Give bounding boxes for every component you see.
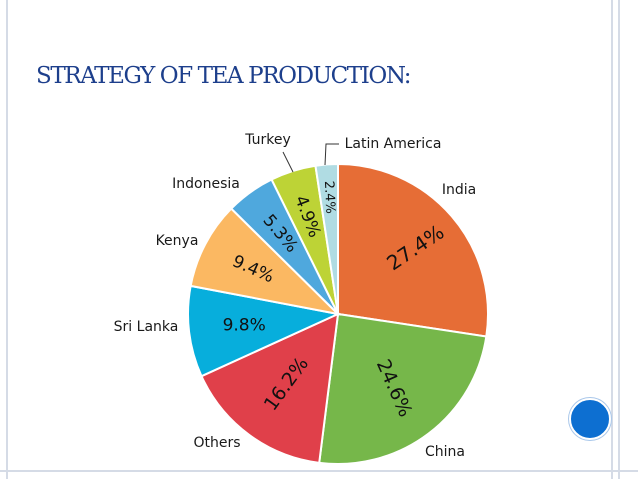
pct-label-latin-america: 2.4% bbox=[321, 180, 338, 214]
category-label-india: India bbox=[442, 182, 476, 198]
category-label-others: Others bbox=[193, 435, 240, 451]
leader-line-latin-america bbox=[324, 143, 339, 166]
category-label-turkey: Turkey bbox=[244, 132, 291, 148]
leader-line-turkey bbox=[282, 151, 294, 173]
category-label-kenya: Kenya bbox=[156, 233, 199, 249]
pie-slice-latin-america bbox=[314, 162, 339, 315]
slide-accent-dot bbox=[569, 398, 611, 440]
pie-slice-india bbox=[337, 162, 489, 338]
pie-slice-others bbox=[200, 312, 340, 464]
category-label-indonesia: Indonesia bbox=[172, 176, 240, 192]
slide-border-bottom bbox=[0, 470, 638, 472]
pie-slice-kenya bbox=[189, 207, 342, 316]
category-labels: India China Others Sri Lanka Kenya Indonesia T… bbox=[114, 132, 477, 460]
label-leaders bbox=[282, 143, 339, 173]
slide-border-left bbox=[6, 0, 8, 479]
category-label-sri-lanka: Sri Lanka bbox=[114, 319, 179, 335]
pie-slices bbox=[187, 162, 489, 465]
slide-border-right-outer bbox=[618, 0, 620, 479]
pct-label-sri-lanka: 9.8% bbox=[223, 315, 266, 335]
category-label-china: China bbox=[425, 444, 465, 460]
category-label-latin-america: Latin America bbox=[345, 136, 442, 152]
pie-slice-china bbox=[318, 312, 488, 465]
pie-slice-sri-lanka bbox=[187, 284, 342, 378]
slide-border-right bbox=[611, 0, 613, 479]
slide-title: STRATEGY OF TEA PRODUCTION: bbox=[36, 63, 412, 89]
